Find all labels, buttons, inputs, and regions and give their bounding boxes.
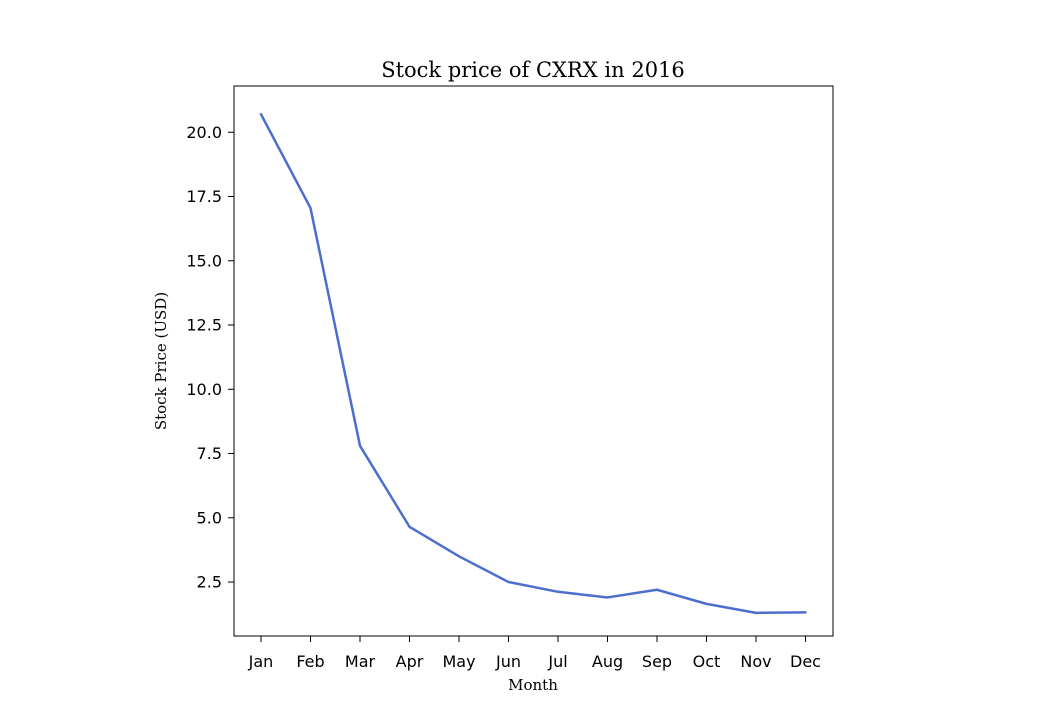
y-axis-label: Stock Price (USD) (152, 292, 170, 430)
x-tick-label: Aug (592, 652, 623, 671)
x-tick-label: Jul (547, 652, 567, 671)
plot-area-frame (233, 85, 834, 637)
x-tick-label: Dec (790, 652, 821, 671)
x-tick-label: Feb (296, 652, 324, 671)
x-axis-label: Month (508, 676, 558, 694)
y-tick-label: 10.0 (186, 380, 222, 399)
y-tick-label: 17.5 (186, 187, 222, 206)
y-axis: 2.5 5.0 7.5 10.0 12.5 15.0 17.5 20.0 (186, 123, 234, 592)
y-tick-label: 7.5 (197, 444, 222, 463)
series-line (259, 113, 807, 615)
y-tick-label: 15.0 (186, 251, 222, 270)
y-tick-label: 2.5 (197, 573, 222, 592)
x-tick-label: Jan (248, 652, 274, 671)
x-tick-label: Nov (740, 652, 771, 671)
x-tick-label: Mar (345, 652, 376, 671)
x-tick-label: Jun (495, 652, 521, 671)
y-tick-label: 5.0 (197, 508, 222, 527)
chart-title: Stock price of CXRX in 2016 (381, 58, 685, 82)
y-tick-label: 20.0 (186, 123, 222, 142)
x-tick-label: May (442, 652, 475, 671)
x-tick-label: Oct (693, 652, 721, 671)
y-tick-label: 12.5 (186, 316, 222, 335)
x-axis: Jan Feb Mar Apr May Jun Jul Aug Sep Oct Nov Dec (248, 636, 821, 671)
series-layer (259, 113, 807, 615)
x-tick-label: Sep (642, 652, 672, 671)
x-tick-label: Apr (396, 652, 424, 671)
